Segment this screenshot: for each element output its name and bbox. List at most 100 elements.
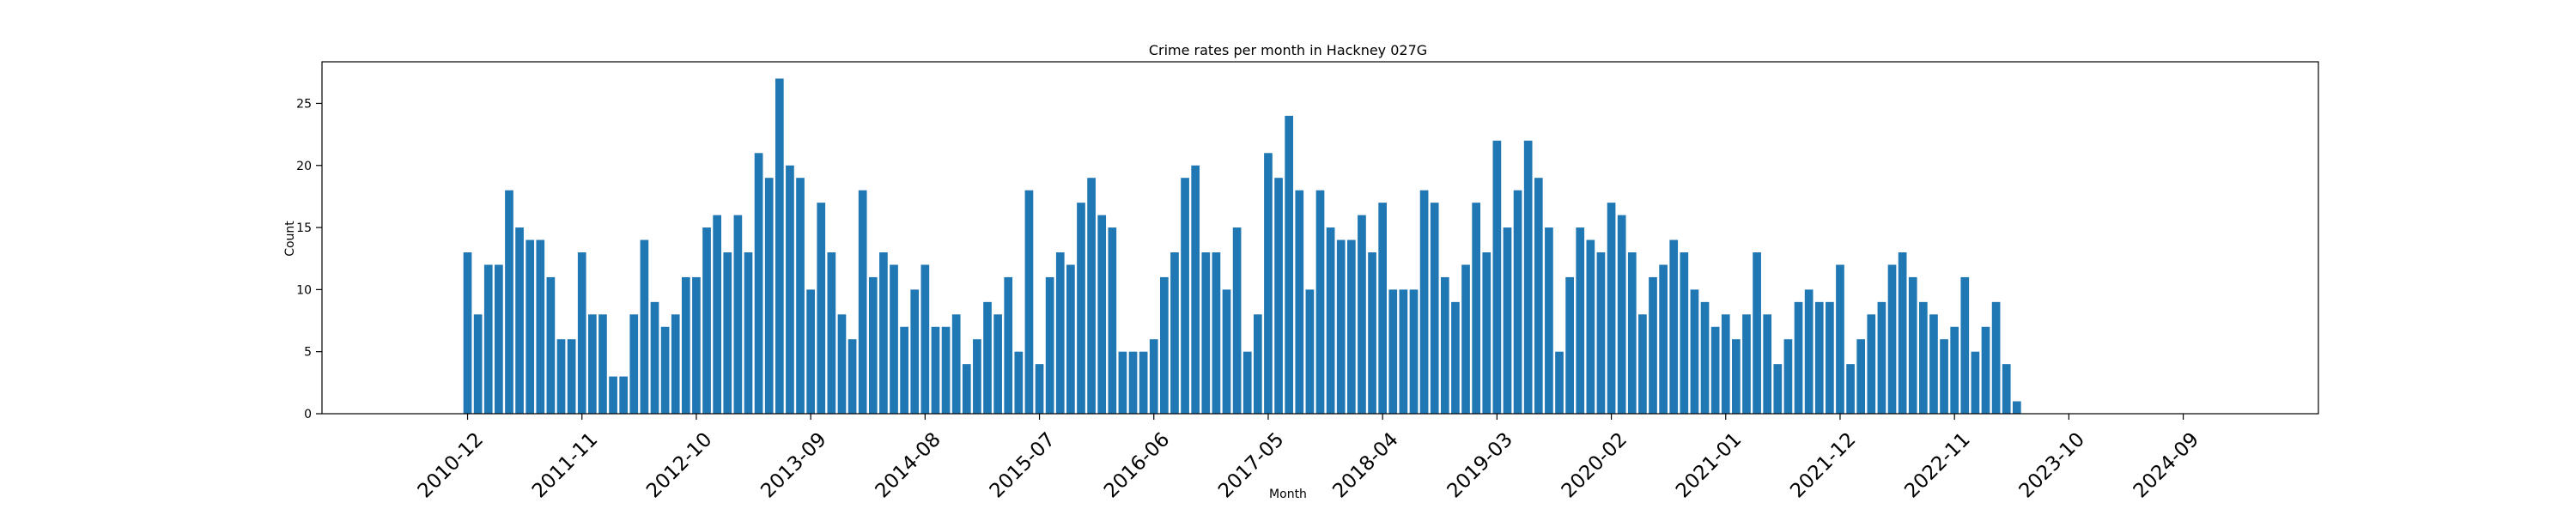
bar-2018-01 [1346, 239, 1356, 414]
bar-2020-05 [1638, 314, 1647, 414]
bar-2021-06 [1773, 364, 1783, 414]
bar-2015-05 [1014, 351, 1024, 414]
x-tick-label: 2015-07 [986, 428, 1060, 502]
bar-2016-12 [1212, 251, 1221, 414]
bar-2011-10 [567, 339, 576, 414]
y-tick-label: 25 [296, 97, 312, 111]
y-tick-label: 5 [304, 346, 312, 360]
bar-2020-09 [1680, 251, 1689, 414]
bar-2020-11 [1700, 301, 1710, 414]
y-tick-label: 0 [304, 408, 312, 421]
bar-2011-05 [515, 227, 524, 414]
bar-2018-12 [1461, 264, 1470, 414]
bar-2018-03 [1368, 251, 1376, 414]
bar-2019-11 [1576, 227, 1585, 414]
bar-2017-11 [1326, 227, 1335, 414]
bar-2011-12 [588, 314, 597, 414]
bar-2014-04 [879, 251, 888, 414]
bar-2017-09 [1305, 289, 1315, 414]
bar-2017-04 [1254, 314, 1262, 414]
bar-2014-10 [941, 326, 951, 414]
bar-2012-09 [681, 276, 690, 414]
bar-2020-08 [1669, 239, 1679, 414]
bar-2016-05 [1139, 351, 1148, 414]
y-tick-label: 10 [296, 283, 312, 297]
bar-2022-05 [1887, 264, 1897, 414]
y-axis: 0 5 10 15 20 25 [296, 97, 322, 421]
bar-2017-02 [1232, 227, 1242, 414]
bar-2020-10 [1690, 289, 1699, 414]
x-axis-label: Month [1269, 488, 1307, 501]
x-tick-label: 2010-12 [414, 428, 488, 502]
bar-2013-04 [754, 153, 763, 415]
x-tick-label: 2016-06 [1100, 428, 1174, 502]
bar-2021-11 [1826, 301, 1834, 414]
x-axis: 2010-12 2011-11 2012-10 2013-09 2014-08 2015-… [414, 414, 2203, 503]
bar-2016-08 [1170, 251, 1179, 414]
bar-2021-01 [1721, 314, 1730, 414]
bar-2018-11 [1451, 301, 1460, 414]
plot-frame [321, 61, 2319, 415]
bar-2020-07 [1659, 264, 1668, 414]
bar-2013-08 [796, 178, 805, 414]
bar-2022-09 [1929, 314, 1938, 414]
bar-2015-03 [993, 314, 1002, 414]
bar-2011-04 [505, 190, 513, 414]
bar-2012-06 [650, 301, 659, 414]
bar-2015-12 [1087, 178, 1096, 414]
bar-2022-04 [1877, 301, 1886, 414]
bar-2022-02 [1856, 339, 1866, 414]
bar-2023-02 [1981, 326, 1990, 414]
x-tick-label: 2023-10 [2015, 428, 2089, 502]
x-tick-label: 2021-12 [1786, 428, 1860, 502]
bar-2018-07 [1409, 289, 1419, 414]
bar-2020-02 [1607, 203, 1616, 414]
bar-2011-03 [495, 264, 503, 414]
bar-2017-05 [1264, 153, 1273, 415]
y-tick-label: 15 [296, 221, 312, 235]
x-tick-label: 2019-03 [1443, 428, 1517, 502]
bar-2016-03 [1118, 351, 1127, 414]
bar-2019-10 [1565, 276, 1574, 414]
bar-2015-02 [983, 301, 992, 414]
bar-2011-09 [556, 339, 566, 414]
bar-2021-12 [1836, 264, 1844, 414]
bar-2016-07 [1160, 276, 1169, 414]
bar-2019-01 [1472, 203, 1480, 414]
x-tick-label: 2018-04 [1328, 428, 1402, 502]
bar-2017-07 [1285, 115, 1294, 414]
bar-2023-01 [1971, 351, 1980, 414]
bar-2012-11 [702, 227, 711, 414]
bar-2018-06 [1399, 289, 1408, 414]
bar-series [463, 78, 2021, 415]
bar-2021-02 [1732, 339, 1741, 414]
bar-2012-02 [609, 376, 617, 414]
bar-2016-11 [1201, 251, 1211, 414]
x-tick-label: 2013-09 [756, 428, 830, 502]
bar-2016-06 [1149, 339, 1158, 414]
bar-2015-11 [1077, 203, 1085, 414]
bar-2012-10 [692, 276, 701, 414]
bar-2018-02 [1358, 215, 1366, 414]
y-axis-label: Count [283, 221, 297, 257]
bar-2015-08 [1045, 276, 1054, 414]
bar-2013-07 [786, 165, 794, 414]
bar-2021-09 [1804, 289, 1814, 414]
bar-2018-10 [1440, 276, 1449, 414]
bar-2022-10 [1940, 339, 1948, 414]
bar-2014-07 [910, 289, 920, 414]
bar-2019-08 [1545, 227, 1553, 414]
chart-title: Crime rates per month in Hackney 027G [1149, 42, 1427, 58]
bar-2016-09 [1181, 178, 1189, 414]
bar-2018-08 [1419, 190, 1429, 414]
bar-2012-03 [619, 376, 629, 414]
bar-2022-01 [1846, 364, 1855, 414]
bar-2015-06 [1024, 190, 1034, 414]
bar-2016-01 [1097, 215, 1107, 414]
bar-2022-07 [1908, 276, 1917, 414]
bar-2019-09 [1555, 351, 1564, 414]
bar-2020-12 [1710, 326, 1720, 414]
bar-2019-02 [1482, 251, 1492, 414]
bar-2023-05 [2012, 401, 2021, 414]
